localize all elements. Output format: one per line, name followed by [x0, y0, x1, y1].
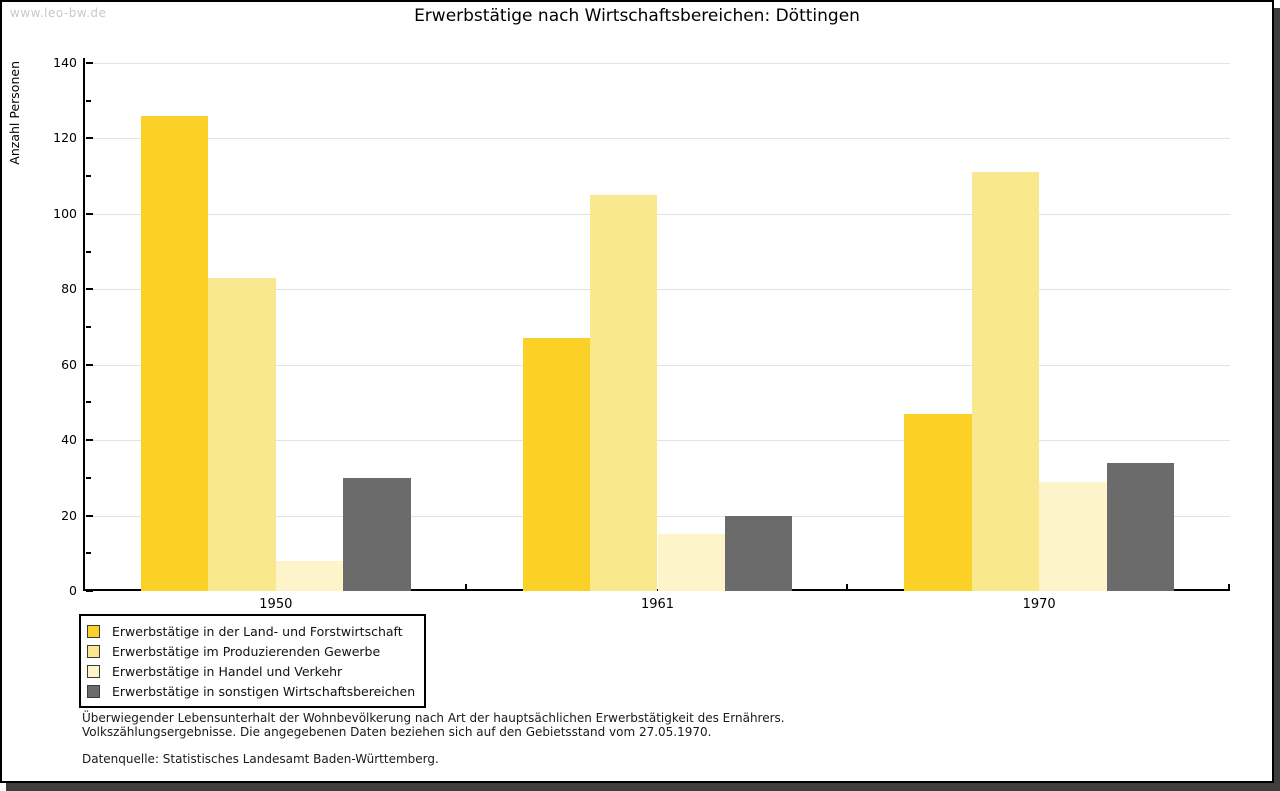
gridline [85, 138, 1230, 140]
y-tick-label: 40 [61, 432, 77, 448]
legend-item: Erwerbstätige in der Land- und Forstwirt… [87, 621, 415, 641]
y-tick-label: 20 [61, 507, 77, 523]
bar-1970-series2 [1039, 481, 1107, 591]
y-major-tick [86, 590, 93, 592]
bar-1950-series2 [275, 560, 344, 591]
footnote-line: Überwiegender Lebensunterhalt der Wohnbe… [82, 711, 785, 725]
y-major-tick [86, 514, 93, 517]
legend-label: Erwerbstätige in der Land- und Forstwirt… [112, 623, 403, 639]
x-category-label: 1950 [259, 597, 293, 612]
y-major-tick [86, 439, 93, 442]
x-category-label: 1970 [1022, 597, 1056, 612]
gridline [85, 364, 1230, 366]
legend-swatch-produzierendes-gewerbe [87, 644, 100, 658]
legend-item: Erwerbstätige in Handel und Verkehr [87, 661, 415, 681]
legend-swatch-sonstige [87, 684, 100, 698]
bar-1961-series1 [590, 195, 658, 591]
footnotes: Überwiegender Lebensunterhalt der Wohnbe… [82, 711, 785, 766]
legend-item: Erwerbstätige im Produzierenden Gewerbe [87, 641, 415, 661]
bar-1970-series3 [1106, 462, 1174, 591]
y-tick-label: 80 [61, 281, 77, 297]
x-tick [1228, 584, 1230, 591]
legend: Erwerbstätige in der Land- und Forstwirt… [79, 614, 427, 708]
x-tick [846, 584, 849, 591]
bar-1961-series2 [657, 534, 725, 591]
gridline [85, 440, 1230, 442]
x-category-label: 1961 [640, 597, 675, 612]
legend-label: Erwerbstätige in Handel und Verkehr [112, 663, 343, 679]
bar-1961-series0 [522, 338, 591, 591]
y-axis-line [83, 58, 85, 591]
y-major-tick [86, 363, 93, 366]
gridline [85, 515, 1230, 517]
y-tick-label: 0 [69, 583, 77, 598]
y-major-tick [86, 62, 93, 64]
legend-label: Erwerbstätige in sonstigen Wirtschaftsbe… [112, 683, 416, 699]
gridline [85, 289, 1230, 291]
bar-1950-series1 [208, 277, 276, 591]
gridline [85, 213, 1230, 215]
gridline [85, 63, 1230, 64]
bar-1950-series3 [343, 477, 411, 591]
y-minor-tick [86, 401, 91, 404]
bar-1970-series0 [904, 413, 972, 591]
legend-label: Erwerbstätige im Produzierenden Gewerbe [112, 643, 381, 659]
y-tick-label: 60 [61, 356, 77, 372]
legend-swatch-handel-verkehr [87, 664, 100, 678]
y-tick-label: 140 [53, 55, 77, 70]
data-source-note: Datenquelle: Statistisches Landesamt Bad… [82, 752, 439, 766]
legend-swatch-land-forstwirtschaft [87, 624, 100, 638]
bar-1961-series3 [724, 515, 793, 591]
y-major-tick [86, 212, 93, 215]
y-major-tick [86, 137, 93, 140]
watermark-text: www.leo-bw.de [10, 6, 107, 20]
y-minor-tick [86, 99, 91, 102]
y-minor-tick [86, 250, 91, 253]
plot-area: 0 20 40 60 80 100 120 140 1950 1961 1970 [2, 2, 1272, 781]
y-major-tick [86, 288, 93, 291]
y-minor-tick [86, 552, 91, 555]
y-minor-tick [86, 326, 91, 328]
y-minor-tick [86, 175, 91, 178]
bar-1970-series1 [971, 172, 1040, 591]
legend-item: Erwerbstätige in sonstigen Wirtschaftsbe… [87, 681, 415, 701]
x-tick [464, 584, 467, 591]
bar-1950-series0 [141, 115, 209, 591]
y-tick-label: 120 [53, 130, 77, 146]
chart-title: Erwerbstätige nach Wirtschaftsbereichen:… [414, 6, 860, 26]
y-tick-label: 100 [53, 205, 77, 221]
footnote-line: Volkszählungsergebnisse. Die angegebenen… [82, 725, 712, 739]
y-minor-tick [86, 476, 91, 479]
